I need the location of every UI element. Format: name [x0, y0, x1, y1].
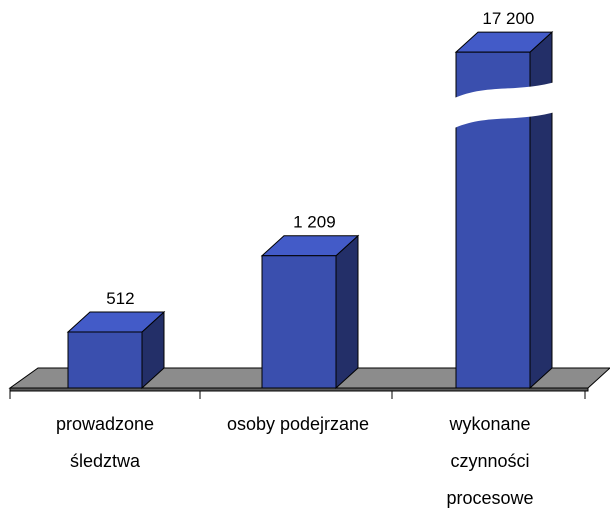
category-label: osoby podejrzane — [226, 414, 370, 434]
value-label: 1 209 — [293, 213, 336, 232]
bar — [67, 331, 143, 389]
value-label: 512 — [106, 289, 134, 308]
bar — [261, 255, 337, 389]
category-label: prowadzone śledztwa — [55, 414, 155, 471]
axis-break — [452, 81, 558, 130]
bar-side — [335, 234, 359, 390]
value-label: 17 200 — [482, 9, 534, 28]
category-label: wykonane czynności procesowe — [446, 414, 534, 508]
